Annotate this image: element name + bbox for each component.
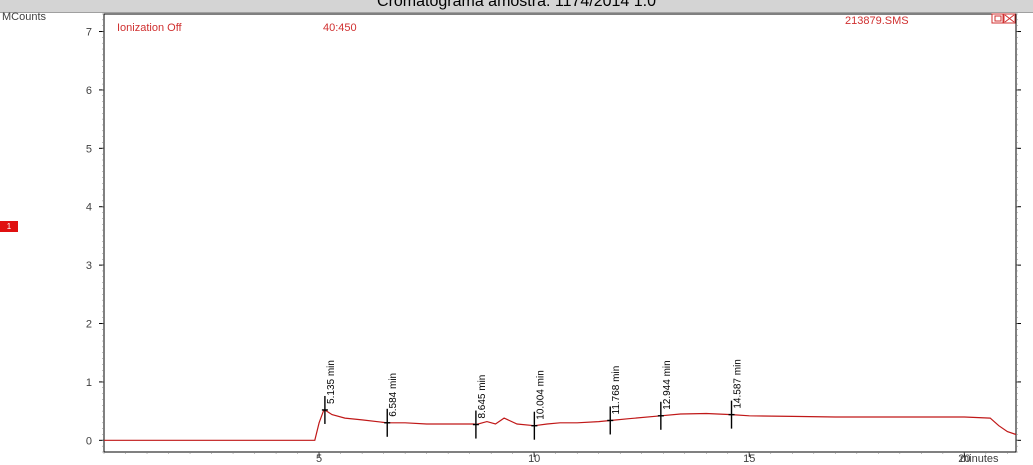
peak-marker: 8.645 min	[472, 375, 488, 439]
chromatogram-trace	[104, 409, 1017, 441]
y-tick-label: 5	[86, 143, 92, 155]
peak-label: 5.135 min	[326, 360, 337, 404]
y-tick-label: 1	[86, 377, 92, 389]
peak-label: 8.645 min	[477, 375, 488, 419]
peak-marker: 12.944 min	[657, 360, 673, 430]
close-window-icon[interactable]	[1003, 13, 1016, 24]
x-tick-label: 10	[528, 453, 540, 465]
title-bar: Cromatograma amostra: 1174/2014 1.0	[0, 0, 1033, 13]
peak-marker: 10.004 min	[531, 370, 546, 440]
chart-title: Cromatograma amostra: 1174/2014 1.0	[377, 0, 656, 10]
peak-marker: 11.768 min	[607, 366, 622, 435]
y-tick-label: 7	[86, 27, 92, 39]
peak-marker: 5.135 min	[321, 360, 337, 424]
peak-marker: 14.587 min	[728, 359, 744, 429]
x-axis-label: minutes	[960, 453, 999, 465]
mass-range: 40:450	[323, 22, 357, 34]
y-tick-label: 6	[86, 85, 92, 97]
peak-markers: 5.135 min 6.584 min 8.645 min 10.004 min 11.…	[321, 359, 744, 440]
trace-layer	[104, 409, 1017, 441]
plot-frame	[103, 13, 1017, 453]
peak-label: 14.587 min	[733, 359, 744, 408]
peak-label: 11.768 min	[611, 366, 622, 415]
y-tick-label: 2	[86, 319, 92, 331]
y-axis-label: MCounts	[2, 11, 47, 23]
ionization-status: Ionization Off	[117, 22, 183, 34]
x-tick-label: 20	[958, 453, 970, 465]
x-tick-label: 5	[316, 453, 322, 465]
peak-marker: 6.584 min	[384, 373, 399, 437]
file-name: 213879.SMS	[845, 15, 909, 27]
y-tick-label: 0	[86, 435, 92, 447]
trace-marker-badge[interactable]: 1	[0, 221, 18, 232]
y-tick-label: 4	[86, 202, 92, 214]
y-tick-label: 3	[86, 260, 92, 272]
peak-label: 10.004 min	[535, 370, 546, 419]
x-tick-label: 15	[743, 453, 755, 465]
axes: 0 1 2 3 4 5 6 7 5 10 15 20	[86, 13, 1021, 465]
peak-label: 6.584 min	[388, 373, 399, 417]
restore-window-icon[interactable]	[991, 13, 1004, 24]
peak-label: 12.944 min	[662, 360, 673, 409]
